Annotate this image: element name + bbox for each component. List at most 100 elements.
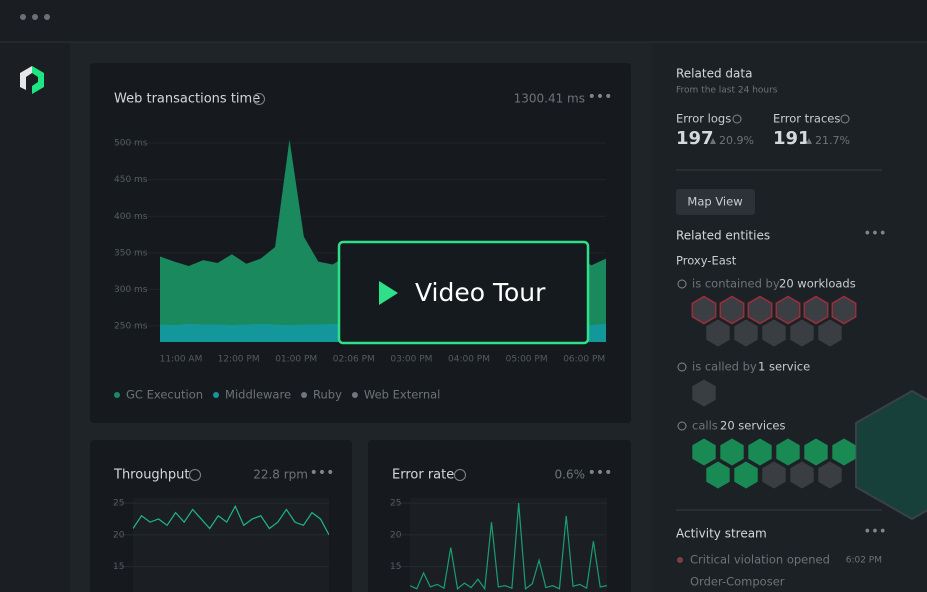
x-tick-label: 02:06 PM — [333, 355, 375, 365]
section-title: Related entities — [676, 229, 770, 243]
entity-hexagon — [692, 438, 716, 466]
entity-hexagon — [804, 438, 828, 466]
menu[interactable]: ••• — [310, 465, 335, 481]
info-icon — [454, 469, 466, 481]
plot-area — [410, 498, 607, 592]
x-tick-label: 04:00 PM — [448, 355, 490, 365]
video-tour-button[interactable] — [337, 240, 590, 345]
y-tick-label: 25 — [113, 499, 124, 509]
menu[interactable]: ••• — [863, 525, 886, 540]
line — [133, 504, 329, 536]
line — [410, 503, 607, 591]
plot-area — [133, 498, 329, 592]
legend-dot — [301, 392, 308, 398]
entity-hexagon — [776, 438, 800, 466]
map-view-button[interactable] — [676, 189, 755, 215]
summary: 0.6% — [555, 468, 586, 482]
title-bar — [0, 0, 927, 42]
y-tick-label: 20 — [113, 530, 125, 540]
status-dot — [677, 557, 683, 563]
entity-hexagon — [803, 295, 829, 325]
entity-hexagon — [719, 295, 745, 325]
entity-hexagon — [706, 319, 730, 347]
metric-label: Error traces — [773, 112, 840, 126]
left-nav — [0, 43, 70, 592]
menu[interactable]: ••• — [863, 227, 886, 242]
entity-name: Proxy-East — [676, 254, 737, 268]
window-dot — [44, 14, 50, 20]
entity-hexagon — [818, 319, 842, 347]
entity-hexagon — [831, 295, 857, 325]
legend-label: Middleware — [225, 388, 291, 402]
x-tick-label: 06:00 PM — [563, 355, 605, 365]
subtitle: From the last 24 hours — [676, 86, 778, 96]
relation-count: 20 services — [720, 419, 785, 433]
entity-hexagon — [790, 461, 814, 489]
y-tick-label: 15 — [113, 562, 124, 572]
y-tick-label: 450 ms — [114, 175, 148, 185]
video-tour-label: Video Tour — [415, 278, 546, 307]
relation-text: is contained by — [692, 277, 780, 291]
relation-icon — [677, 421, 687, 431]
x-tick-label: 11:00 AM — [160, 355, 203, 365]
entity-hexagon — [691, 295, 717, 325]
y-tick-label: 300 ms — [114, 285, 148, 295]
legend-label: GC Execution — [126, 388, 203, 402]
entity-hexagon — [775, 295, 801, 325]
info-icon — [732, 114, 742, 124]
entity-hexagon — [818, 461, 842, 489]
info-icon — [840, 114, 850, 124]
logo — [20, 66, 44, 94]
metric-change: 21.7% — [815, 134, 850, 147]
metric-value: 197 — [676, 128, 714, 149]
legend-dot — [213, 392, 220, 398]
entity-hexagon — [720, 438, 744, 466]
info-icon — [253, 93, 265, 105]
x-tick-label: 03:00 PM — [390, 355, 432, 365]
entity-hexagon — [747, 295, 773, 325]
entity-hexagon — [748, 438, 772, 466]
activity-time: 6:02 PM — [846, 556, 882, 566]
info-icon — [189, 469, 201, 481]
x-tick-label: 12:00 PM — [218, 355, 260, 365]
chart-title: Throughput — [113, 468, 190, 483]
window-dot — [20, 14, 26, 20]
x-tick-label: 01:00 PM — [275, 355, 317, 365]
section-title: Activity stream — [676, 527, 767, 541]
legend-dot — [114, 392, 120, 398]
chart-title: Web transactions time — [114, 92, 260, 107]
menu[interactable]: ••• — [588, 89, 613, 105]
y-tick-label: 400 ms — [114, 212, 148, 222]
play-icon — [379, 281, 398, 305]
entity-hexagon — [762, 319, 786, 347]
relation-icon — [677, 362, 687, 372]
relation-count: 1 service — [758, 360, 810, 374]
y-tick-label: 350 ms — [114, 248, 148, 258]
summary: 22.8 rpm — [253, 468, 308, 482]
entity-hexagon — [734, 319, 758, 347]
window-dot — [32, 14, 38, 20]
legend-label: Web External — [364, 388, 440, 402]
chart-title: Error rate — [392, 468, 454, 483]
section-title: Related data — [676, 67, 752, 81]
entity-hexagon — [790, 319, 814, 347]
up-arrow — [806, 138, 812, 144]
button-label: Map View — [687, 195, 742, 209]
metric-label: Error logs — [676, 112, 731, 126]
relation-text: is called by — [692, 360, 757, 374]
y-tick-label: 25 — [390, 499, 401, 509]
relation-icon — [677, 279, 687, 289]
relation-count: 20 workloads — [779, 277, 856, 291]
legend-dot — [351, 392, 358, 398]
metric-change: 20.9% — [719, 134, 754, 147]
metric-value: 191 — [773, 128, 811, 149]
entity-hexagon — [734, 461, 758, 489]
x-tick-label: 05:00 PM — [506, 355, 548, 365]
menu[interactable]: ••• — [588, 465, 613, 481]
y-tick-label: 500 ms — [114, 139, 148, 149]
summary: 1300.41 ms — [514, 92, 585, 106]
relation-text: calls — [692, 419, 718, 433]
activity-text: Critical violation opened — [690, 553, 830, 567]
entity-hexagon — [692, 379, 716, 407]
